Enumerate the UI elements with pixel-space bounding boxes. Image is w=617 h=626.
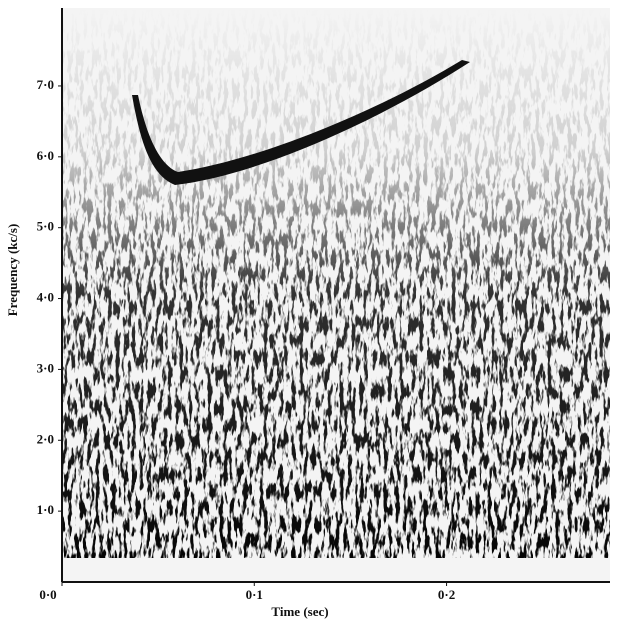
y-tick-label: 7·0	[37, 77, 54, 92]
x-axis-label: Time (sec)	[271, 604, 328, 619]
y-tick-label: 3·0	[37, 360, 54, 375]
y-tick-label: 5·0	[37, 219, 54, 234]
y-axis-label: Frequency (kc/s)	[5, 224, 20, 317]
y-tick-label: 4·0	[37, 290, 54, 305]
y-tick-label: 6·0	[37, 148, 54, 163]
spectrogram-texture	[62, 8, 610, 582]
x-tick-label: 0·0	[39, 587, 56, 602]
x-tick-label: 0·1	[246, 587, 263, 602]
x-tick-label: 0·2	[438, 587, 455, 602]
y-tick-label: 2·0	[37, 431, 54, 446]
y-tick-label: 1·0	[37, 502, 54, 517]
